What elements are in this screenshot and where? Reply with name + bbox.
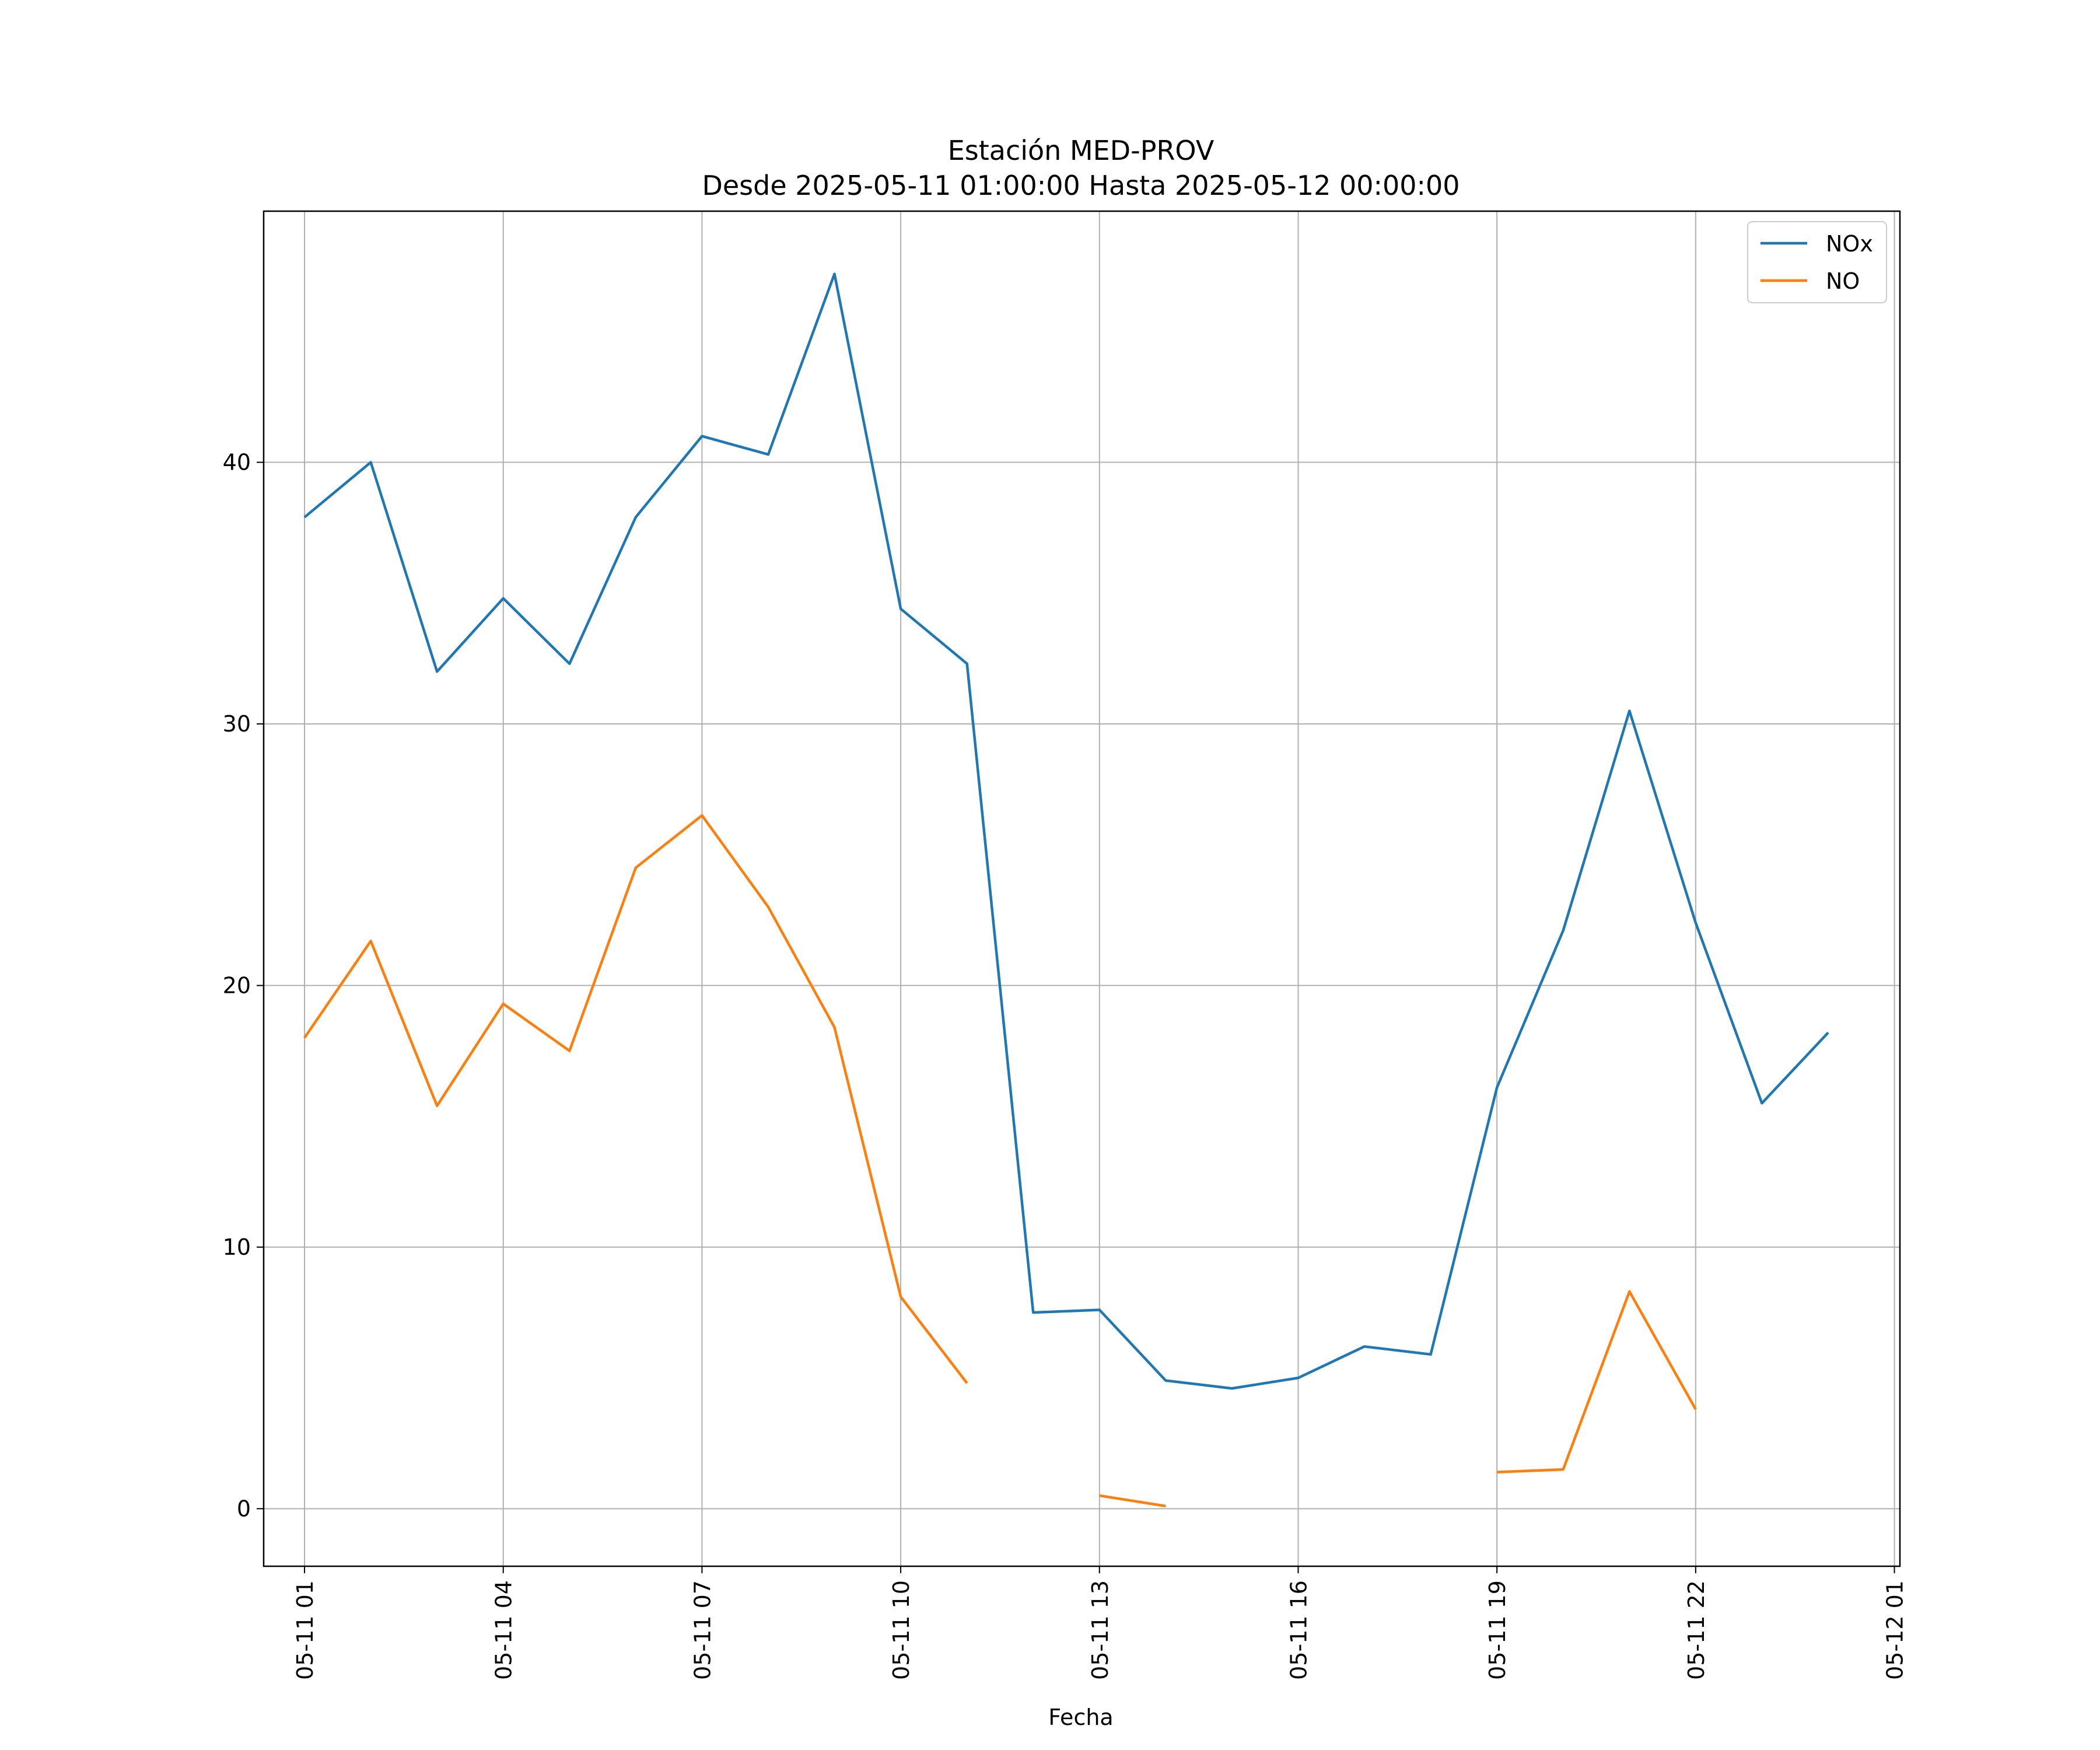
x-tick-label: 05-11 10 xyxy=(888,1580,914,1680)
y-tick-label: 30 xyxy=(223,711,251,737)
x-tick-label: 05-11 13 xyxy=(1087,1580,1113,1680)
x-tick-label: 05-11 01 xyxy=(292,1580,318,1680)
x-axis-label: Fecha xyxy=(1048,1704,1113,1730)
x-tick-label: 05-11 04 xyxy=(491,1580,517,1680)
x-tick-label: 05-11 22 xyxy=(1684,1580,1709,1680)
chart-title: Estación MED-PROV xyxy=(948,135,1214,166)
legend-label: NO xyxy=(1826,268,1860,294)
y-tick-label: 20 xyxy=(223,972,251,998)
x-tick-label: 05-11 19 xyxy=(1485,1580,1510,1680)
series-lines xyxy=(303,272,1829,1508)
legend-label: NOx xyxy=(1826,231,1873,257)
chart-subtitle: Desde 2025-05-11 01:00:00 Hasta 2025-05-… xyxy=(702,170,1460,201)
x-tick-label: 05-11 07 xyxy=(690,1580,715,1680)
x-tick-label: 05-12 01 xyxy=(1882,1580,1908,1680)
y-tick-label: 10 xyxy=(223,1234,251,1260)
plot-frame xyxy=(262,210,1901,1567)
legend: NOx NO xyxy=(1747,221,1887,303)
x-tick-label: 05-11 16 xyxy=(1286,1580,1311,1680)
series-line-nox xyxy=(303,272,1829,1390)
y-tick-label: 40 xyxy=(223,450,251,475)
axis-ticks: 0 10 20 30 40 05-11 01 05-11 04 05-11 07 05-11 1… xyxy=(223,450,1908,1680)
y-tick-label: 0 xyxy=(237,1496,251,1521)
series-line-no xyxy=(303,814,1697,1508)
